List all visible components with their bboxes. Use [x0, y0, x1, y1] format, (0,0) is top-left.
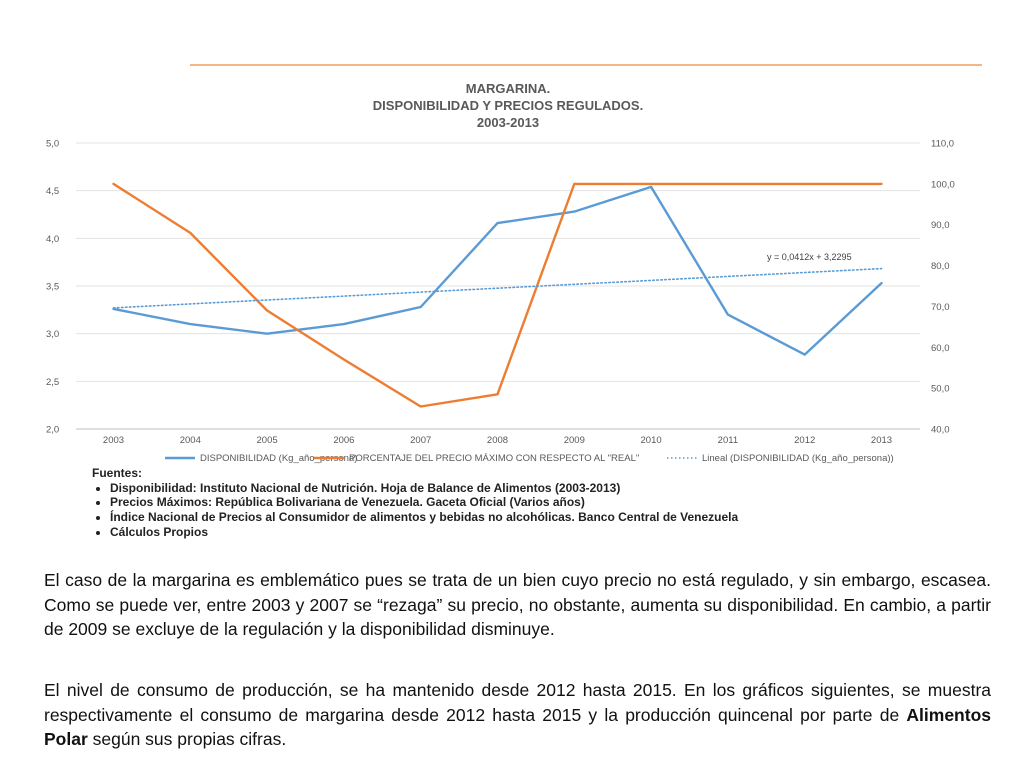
availability-series	[112, 185, 883, 356]
source-item: Disponibilidad: Instituto Nacional de Nu…	[110, 481, 738, 496]
source-item: Índice Nacional de Precios al Consumidor…	[110, 510, 738, 525]
x-axis-tick-label: 2012	[794, 435, 815, 446]
left-axis-tick-label: 5,0	[46, 139, 59, 150]
x-axis-ticks: 2003 2004 2005 2006 2007 2008 2009 2010 2011 2012…	[103, 435, 892, 446]
right-axis-tick-label: 110,0	[931, 139, 954, 150]
trendline-series	[112, 267, 883, 309]
right-axis-tick-label: 50,0	[931, 384, 950, 395]
left-axis-tick-label: 4,5	[46, 186, 59, 197]
top-divider-line	[190, 64, 982, 66]
chart-title: MARGARINA. DISPONIBILIDAD Y PRECIOS REGU…	[373, 81, 643, 130]
legend-entry: Lineal (DISPONIBILIDAD (Kg_año_persona))	[702, 453, 894, 464]
x-axis-tick-label: 2005	[257, 435, 278, 446]
legend-entry: DISPONIBILIDAD (Kg_año_persona)	[200, 453, 357, 464]
chart-title-line-1: MARGARINA.	[466, 81, 551, 96]
margarina-chart: MARGARINA. DISPONIBILIDAD Y PRECIOS REGU…	[46, 81, 955, 464]
chart-title-line-3: 2003-2013	[477, 115, 539, 130]
trendline-equation: y = 0,0412x + 3,2295	[767, 252, 852, 262]
chart-legend: DISPONIBILIDAD (Kg_año_persona)PORCENTAJ…	[165, 453, 894, 464]
paragraph-text: El nivel de consumo de producción, se ha…	[44, 680, 991, 725]
right-axis-tick-label: 60,0	[931, 343, 950, 354]
right-axis-tick-label: 40,0	[931, 425, 950, 436]
left-axis-tick-label: 2,5	[46, 377, 59, 388]
x-axis-tick-label: 2008	[487, 435, 508, 446]
source-item: Cálculos Propios	[110, 525, 738, 540]
price-percentage-series	[112, 182, 883, 408]
x-axis-tick-label: 2007	[410, 435, 431, 446]
sources-block: Fuentes: Disponibilidad: Instituto Nacio…	[92, 466, 738, 540]
chart-gridlines	[76, 142, 920, 430]
left-axis-ticks: 2,0 2,5 3,0 3,5 4,0 4,5 5,0	[46, 139, 59, 436]
paragraph-consumption: El nivel de consumo de producción, se ha…	[44, 678, 991, 752]
right-axis-tick-label: 70,0	[931, 302, 950, 313]
left-axis-tick-label: 2,0	[46, 425, 59, 436]
sources-list: Disponibilidad: Instituto Nacional de Nu…	[92, 481, 738, 540]
left-axis-tick-label: 3,5	[46, 282, 59, 293]
chart-series	[112, 182, 883, 408]
x-axis-tick-label: 2006	[333, 435, 354, 446]
right-axis-tick-label: 100,0	[931, 179, 955, 190]
x-axis-tick-label: 2009	[564, 435, 585, 446]
sources-heading: Fuentes:	[92, 466, 143, 480]
left-axis-tick-label: 4,0	[46, 234, 59, 245]
source-item: Precios Máximos: República Bolivariana d…	[110, 495, 738, 510]
x-axis-tick-label: 2011	[718, 435, 738, 446]
paragraph-margarina-case: El caso de la margarina es emblemático p…	[44, 570, 991, 639]
right-axis-tick-label: 80,0	[931, 261, 950, 272]
x-axis-tick-label: 2010	[641, 435, 662, 446]
x-axis-tick-label: 2013	[871, 435, 892, 446]
x-axis-tick-label: 2003	[103, 435, 124, 446]
right-axis-tick-label: 90,0	[931, 220, 950, 231]
legend-entry: PORCENTAJE DEL PRECIO MÁXIMO CON RESPECT…	[349, 453, 639, 464]
chart-title-line-2: DISPONIBILIDAD Y PRECIOS REGULADOS.	[373, 98, 643, 113]
x-axis-tick-label: 2004	[180, 435, 201, 446]
right-axis-ticks: 40,0 50,0 60,0 70,0 80,0 90,0 100,0 110,0	[931, 139, 955, 436]
left-axis-tick-label: 3,0	[46, 329, 59, 340]
paragraph-text: según sus propias cifras.	[87, 729, 287, 749]
company-name: Alimentos Polar	[44, 704, 991, 750]
